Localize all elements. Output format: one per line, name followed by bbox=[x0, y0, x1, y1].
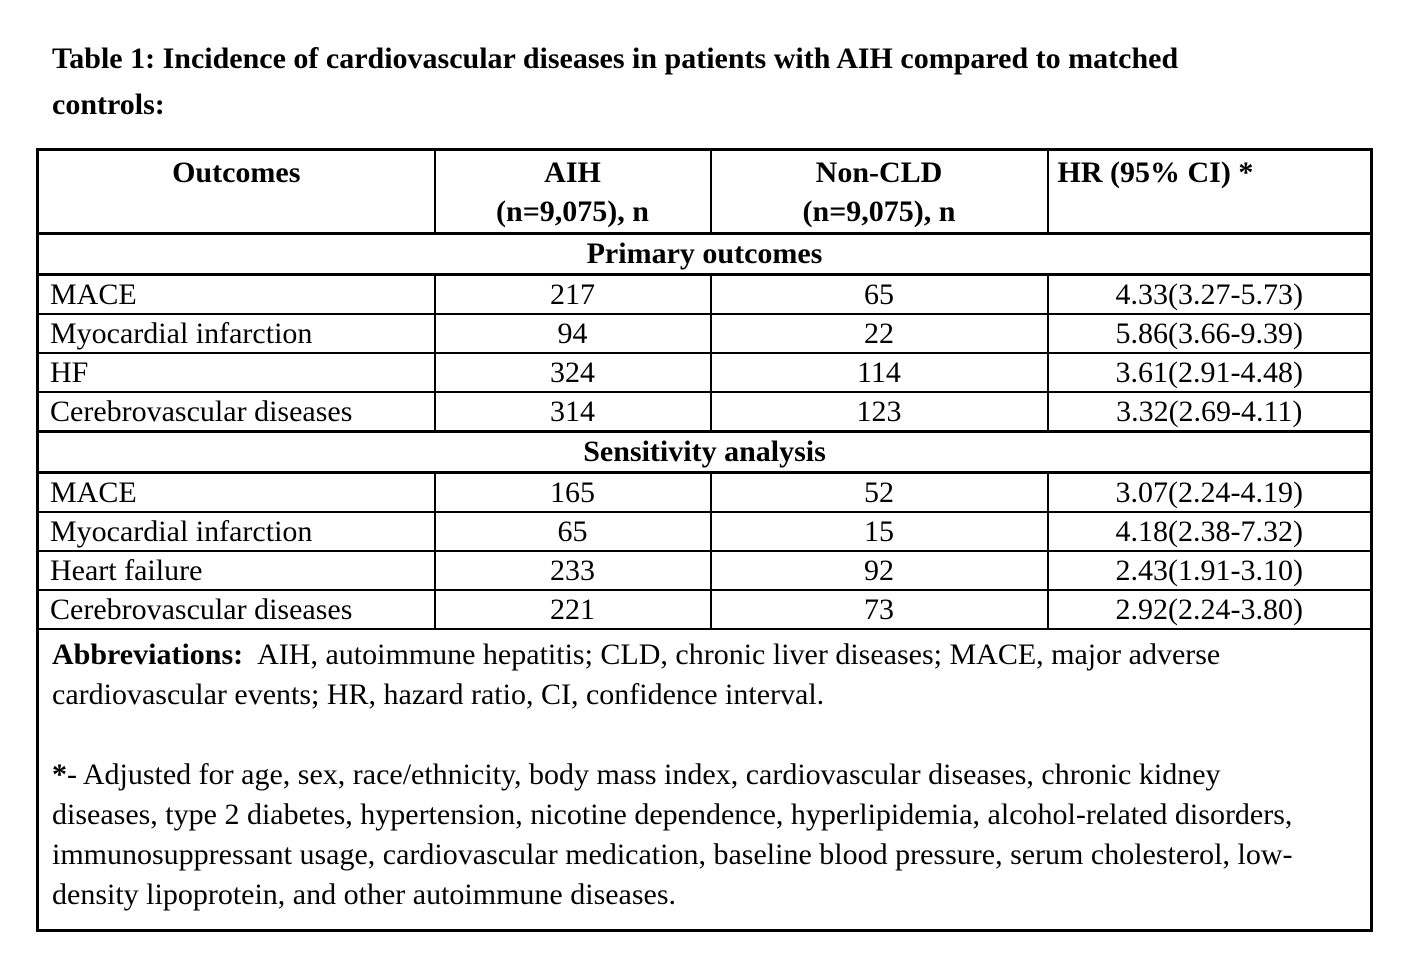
table-row: HF 324 114 3.61(2.91-4.48) bbox=[36, 352, 1373, 393]
aih-count-cell: 324 bbox=[433, 352, 712, 393]
col-header-aih-n: (n=9,075), n bbox=[496, 195, 649, 228]
abbreviations-line2: cardiovascular events; HR, hazard ratio,… bbox=[52, 678, 825, 711]
col-header-hr: HR (95% CI) * bbox=[1046, 148, 1373, 235]
col-header-outcomes: Outcomes bbox=[36, 148, 436, 235]
noncld-count-cell: 22 bbox=[709, 313, 1049, 354]
outcome-cell: MACE bbox=[36, 273, 436, 315]
outcome-cell: Heart failure bbox=[36, 550, 436, 591]
table-row: Heart failure 233 92 2.43(1.91-3.10) bbox=[36, 550, 1373, 591]
outcome-cell: MACE bbox=[36, 471, 436, 513]
adjustment-text1: - Adjusted for age, sex, race/ethnicity,… bbox=[67, 758, 1221, 791]
col-header-aih-name: AIH bbox=[544, 156, 601, 189]
section-label: Sensitivity analysis bbox=[36, 430, 1373, 474]
table-title-line2: controls: bbox=[52, 88, 165, 121]
noncld-count-cell: 15 bbox=[709, 511, 1049, 552]
aih-count-cell: 221 bbox=[433, 589, 712, 630]
hr-ci-cell: 4.33(3.27-5.73) bbox=[1046, 273, 1373, 315]
hr-ci-cell: 3.61(2.91-4.48) bbox=[1046, 352, 1373, 393]
table-title: Table 1: Incidence of cardiovascular dis… bbox=[52, 36, 1178, 128]
aih-count-cell: 65 bbox=[433, 511, 712, 552]
hr-ci-cell: 5.86(3.66-9.39) bbox=[1046, 313, 1373, 354]
noncld-count-cell: 52 bbox=[709, 471, 1049, 513]
adjustment-line1: *- Adjusted for age, sex, race/ethnicity… bbox=[52, 755, 1356, 795]
hr-ci-cell: 3.32(2.69-4.11) bbox=[1046, 391, 1373, 433]
abbreviations-line1: Abbreviations: AIH, autoimmune hepatitis;… bbox=[52, 635, 1356, 675]
footnote-spacer bbox=[52, 715, 1356, 755]
noncld-count-cell: 92 bbox=[709, 550, 1049, 591]
col-header-noncld: Non-CLD (n=9,075), n bbox=[709, 148, 1049, 235]
asterisk-label: * bbox=[52, 758, 67, 791]
outcome-cell: Myocardial infarction bbox=[36, 313, 436, 354]
outcome-cell: Myocardial infarction bbox=[36, 511, 436, 552]
col-header-aih: AIH (n=9,075), n bbox=[433, 148, 712, 235]
aih-count-cell: 314 bbox=[433, 391, 712, 433]
section-row-sensitivity-analysis: Sensitivity analysis bbox=[36, 430, 1373, 474]
hr-ci-cell: 2.92(2.24-3.80) bbox=[1046, 589, 1373, 630]
table-title-line1: Table 1: Incidence of cardiovascular dis… bbox=[52, 42, 1179, 75]
hr-ci-cell: 4.18(2.38-7.32) bbox=[1046, 511, 1373, 552]
table-row: Cerebrovascular diseases 221 73 2.92(2.2… bbox=[36, 589, 1373, 630]
table-row: Cerebrovascular diseases 314 123 3.32(2.… bbox=[36, 391, 1373, 433]
abbreviations-label: Abbreviations: bbox=[52, 638, 244, 671]
outcome-cell: HF bbox=[36, 352, 436, 393]
col-header-noncld-n: (n=9,075), n bbox=[802, 195, 956, 228]
noncld-count-cell: 114 bbox=[709, 352, 1049, 393]
section-row-primary-outcomes: Primary outcomes bbox=[36, 232, 1373, 276]
table-row: MACE 165 52 3.07(2.24-4.19) bbox=[36, 471, 1373, 513]
table-row: Myocardial infarction 65 15 4.18(2.38-7.… bbox=[36, 511, 1373, 552]
footnotes-cell: Abbreviations: AIH, autoimmune hepatitis;… bbox=[36, 628, 1373, 932]
hr-ci-cell: 3.07(2.24-4.19) bbox=[1046, 471, 1373, 513]
abbreviations-text1: AIH, autoimmune hepatitis; CLD, chronic … bbox=[257, 638, 1221, 671]
table-row: Myocardial infarction 94 22 5.86(3.66-9.… bbox=[36, 313, 1373, 354]
footnotes-row: Abbreviations: AIH, autoimmune hepatitis;… bbox=[36, 628, 1373, 932]
adjustment-line3: immunosuppressant usage, cardiovascular … bbox=[52, 838, 1293, 871]
section-label: Primary outcomes bbox=[36, 232, 1373, 276]
outcome-cell: Cerebrovascular diseases bbox=[36, 589, 436, 630]
table-row: MACE 217 65 4.33(3.27-5.73) bbox=[36, 273, 1373, 315]
adjustment-line4: density lipoprotein, and other autoimmun… bbox=[52, 878, 677, 911]
hr-ci-cell: 2.43(1.91-3.10) bbox=[1046, 550, 1373, 591]
aih-count-cell: 94 bbox=[433, 313, 712, 354]
aih-count-cell: 233 bbox=[433, 550, 712, 591]
noncld-count-cell: 123 bbox=[709, 391, 1049, 433]
noncld-count-cell: 73 bbox=[709, 589, 1049, 630]
adjustment-line2: diseases, type 2 diabetes, hypertension,… bbox=[52, 798, 1293, 831]
incidence-table: Outcomes AIH (n=9,075), n Non-CLD (n=9,0… bbox=[36, 148, 1373, 932]
outcome-cell: Cerebrovascular diseases bbox=[36, 391, 436, 433]
noncld-count-cell: 65 bbox=[709, 273, 1049, 315]
header-row: Outcomes AIH (n=9,075), n Non-CLD (n=9,0… bbox=[36, 148, 1373, 235]
aih-count-cell: 217 bbox=[433, 273, 712, 315]
aih-count-cell: 165 bbox=[433, 471, 712, 513]
col-header-noncld-name: Non-CLD bbox=[815, 156, 943, 189]
